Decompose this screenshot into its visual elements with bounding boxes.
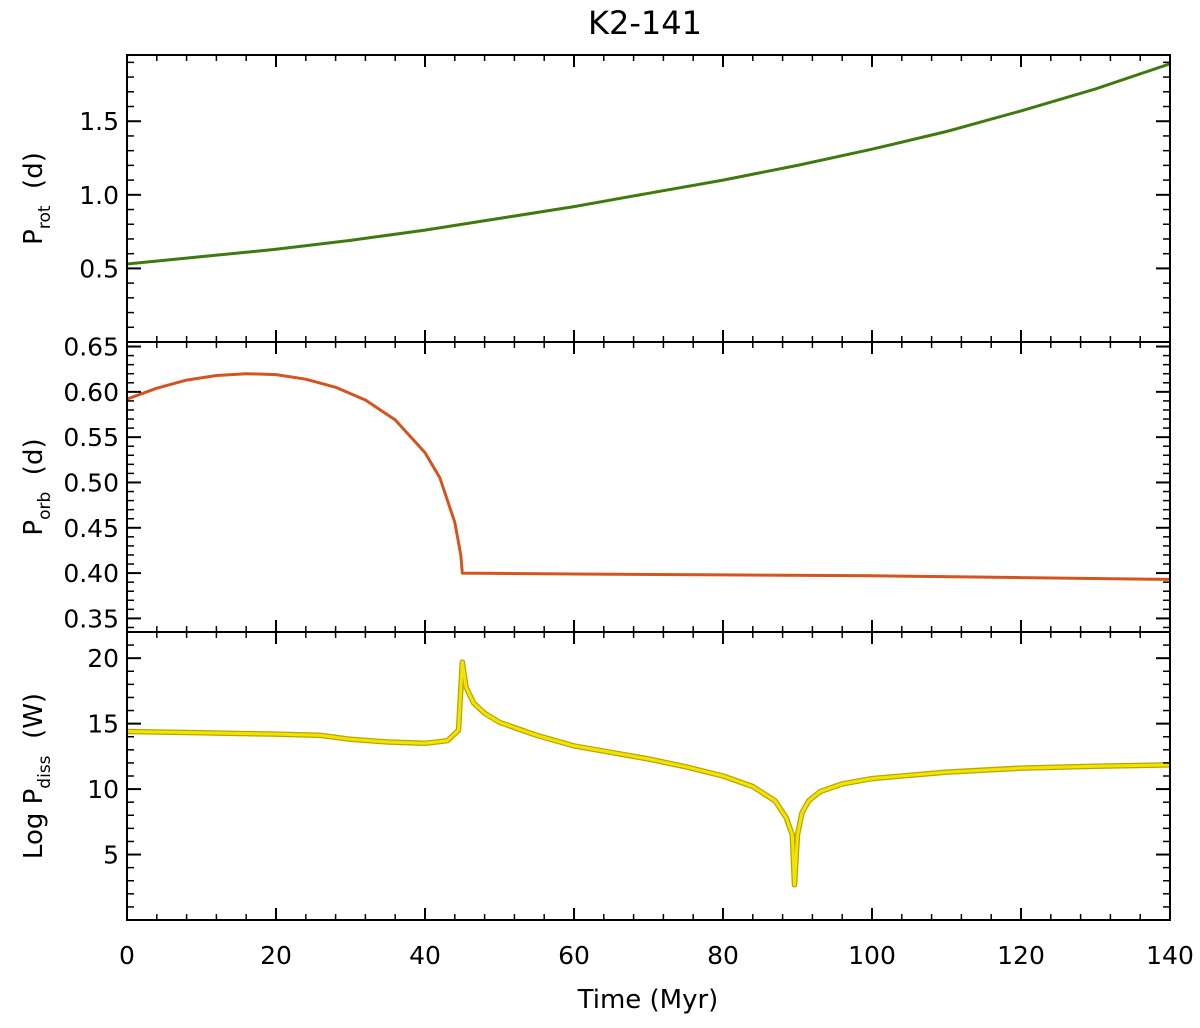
plot-frame-dissipation [126,631,1171,921]
x-tick-label: 60 [558,941,590,970]
y-tick-label-rotation: 1.5 [79,107,119,136]
panel-orbital: 0.35 0.40 0.45 0.50 0.55 0.60 0.65 Porb (d) [19,333,1171,633]
y-axis-label-orbital: Porb (d) [19,438,55,535]
x-tick-label: 140 [1146,941,1194,970]
y-tick-label-dissipation: 15 [87,710,119,739]
y-tick-label-orbital: 0.55 [63,423,119,452]
plot-frame-rotation [126,54,1171,343]
series-line-outline-dissipation [126,659,1171,888]
x-tick-label: 20 [260,941,292,970]
y-tick-label-orbital: 0.65 [63,333,119,362]
y-tick-label-rotation: 1.0 [79,181,119,210]
x-tick-label: 120 [997,941,1045,970]
y-tick-label-orbital: 0.35 [63,604,119,633]
plot-frame-orbital [126,341,1171,633]
y-tick-label-rotation: 0.5 [79,254,119,283]
panels-group: 0.5 1.0 1.5 Prot (d) 0.35 0.40 0.45 0.50 0.55 0.6… [19,54,1194,970]
y-axis-label-dissipation: Log Pdiss (W) [19,693,55,859]
y-tick-label-dissipation: 20 [87,644,119,673]
series-line-orbital [126,372,1171,581]
y-tick-label-orbital: 0.50 [63,468,119,497]
series-line-dissipation [126,660,1171,887]
x-tick-label: 100 [848,941,896,970]
x-tick-label: 0 [119,941,135,970]
y-tick-label-orbital: 0.60 [63,378,119,407]
y-tick-label-dissipation: 10 [87,775,119,804]
panel-dissipation: 5 10 15 20 Log Pdiss (W) 0 20 40 60 80 100 120 140 [19,631,1194,970]
x-tick-label: 40 [409,941,441,970]
y-tick-label-orbital: 0.45 [63,514,119,543]
x-tick-label: 80 [707,941,739,970]
y-tick-label-orbital: 0.40 [63,559,119,588]
y-tick-label-dissipation: 5 [103,841,119,870]
chart-title: K2-141 [588,4,702,42]
y-axis-label-rotation: Prot (d) [19,152,55,245]
series-line-rotation [126,62,1171,266]
x-axis-label: Time (Myr) [577,985,719,1015]
panel-rotation: 0.5 1.0 1.5 Prot (d) [19,54,1171,343]
